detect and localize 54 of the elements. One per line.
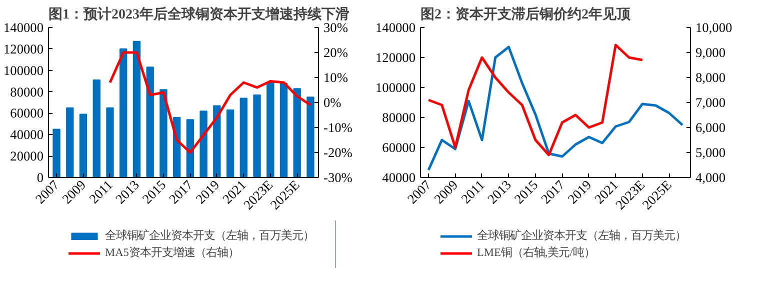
bar (132, 40, 141, 178)
chart-title: 图1：预计2023年后全球铜资本开支增速持续下滑 (48, 6, 350, 22)
y-tick-label: 120000 (376, 50, 416, 65)
y2-tick-label: 6,000 (696, 120, 726, 135)
bar (106, 107, 114, 178)
legend-label: MA5资本开支增速（右轴） (105, 246, 239, 260)
y2-tick-label: 20% (324, 45, 348, 60)
y2-tick-label: 5,000 (696, 145, 726, 160)
y-tick-label: 80000 (382, 110, 416, 125)
legend-label: 全球铜矿企业资本开支（左轴，百万美元） (105, 228, 314, 243)
y2-tick-label: 9,000 (696, 45, 726, 60)
bar (186, 119, 194, 178)
y-tick-label: 40000 (10, 127, 44, 142)
bar (240, 98, 248, 178)
y2-tick-label: 8,000 (696, 70, 726, 85)
bar (160, 89, 168, 178)
y-tick-label: 20000 (10, 148, 44, 164)
bar (293, 88, 301, 178)
bar (120, 48, 128, 178)
y-tick-label: 120000 (4, 41, 44, 56)
y-tick-label: 60000 (382, 140, 416, 155)
bar (79, 114, 88, 178)
y2-tick-label: -20% (324, 145, 352, 160)
y2-tick-label: -10% (324, 120, 352, 135)
bar (280, 82, 288, 178)
y-tick-label: 140000 (4, 20, 44, 35)
bar (66, 107, 74, 178)
bar (266, 82, 274, 178)
bar (92, 80, 100, 178)
bar (213, 105, 221, 178)
y2-tick-label: 7,000 (696, 95, 726, 110)
y2-tick-label: 10,000 (696, 20, 732, 35)
y-tick-label: 80000 (10, 84, 44, 100)
line-series (108, 51, 312, 154)
y2-tick-label: -30% (324, 170, 352, 185)
y-tick-label: 100000 (376, 80, 416, 95)
y2-tick-label: 30% (324, 20, 348, 35)
y2-tick-label: 4,000 (696, 170, 726, 185)
y2-tick-label: 10% (324, 70, 348, 85)
y-tick-label: 60000 (10, 106, 44, 121)
chart-title: 图2：资本开支滞后铜价约2年见顶 (420, 6, 632, 22)
bar (306, 96, 314, 178)
legend-label: LME铜（右轴,美元/吨） (477, 245, 595, 260)
bar (253, 94, 261, 178)
bar (52, 128, 60, 178)
bar (146, 66, 154, 178)
line-series (427, 44, 644, 156)
line-series (427, 46, 684, 172)
y-tick-label: 140000 (376, 20, 416, 35)
bar (226, 110, 234, 178)
legend-label: 全球铜矿企业资本开支（左轴，百万美元） (477, 228, 686, 243)
y2-tick-label: 0% (324, 95, 342, 110)
y-tick-label: 100000 (4, 62, 44, 78)
bar (200, 110, 208, 178)
